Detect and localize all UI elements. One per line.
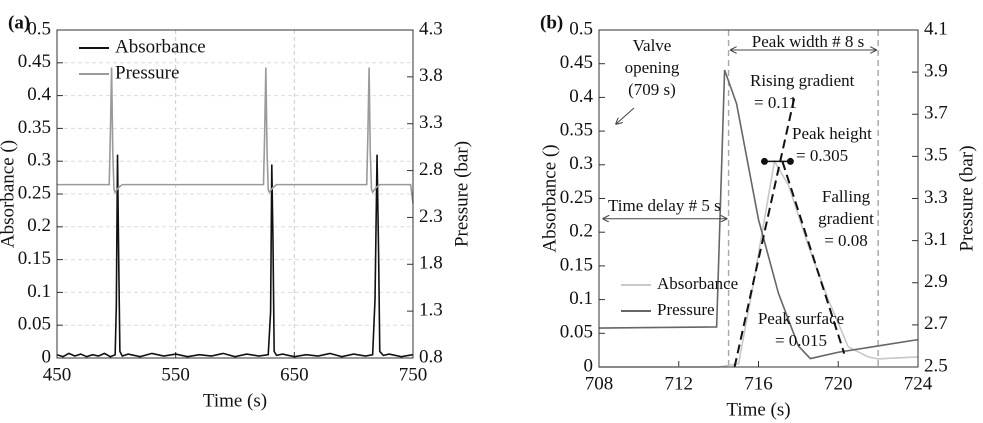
y-tick-label: 0.3 — [569, 153, 593, 174]
x-axis-label: Time (s) — [203, 390, 267, 411]
arrow — [616, 107, 635, 124]
annotation: Peak surface — [758, 309, 844, 328]
y-tick-label: 0.35 — [560, 119, 593, 140]
x-tick-label: 712 — [665, 373, 694, 394]
y2-tick-label: 2.7 — [924, 313, 948, 334]
y-tick-label: 0.05 — [18, 314, 51, 335]
x-tick-label: 450 — [43, 364, 72, 385]
y2-tick-label: 4.3 — [419, 18, 443, 39]
annotation: Time delay # 5 s — [608, 196, 721, 215]
annotation: = 0.305 — [796, 146, 848, 165]
y-tick-label: 0.5 — [569, 18, 593, 39]
y2-axis-label: Pressure (bar) — [451, 141, 472, 247]
annotation: Rising gradient — [750, 71, 855, 90]
panel-label: (a) — [8, 12, 30, 33]
x-tick-label: 550 — [161, 364, 190, 385]
y-tick-label: 0 — [584, 355, 594, 376]
y2-tick-label: 3.3 — [924, 187, 948, 208]
y-tick-label: 0.15 — [18, 248, 51, 269]
data-line — [57, 67, 414, 204]
y-tick-label: 0.35 — [18, 117, 51, 138]
y-tick-label: 0.2 — [27, 215, 51, 236]
plot-frame — [598, 29, 919, 368]
y-tick-label: 0.4 — [27, 84, 51, 105]
x-tick-label: 750 — [399, 364, 428, 385]
x-tick-label: 724 — [904, 373, 933, 394]
y-tick-label: 0 — [42, 346, 52, 367]
x-tick-label: 650 — [280, 364, 309, 385]
gradient-line — [781, 161, 846, 354]
x-tick-label: 708 — [585, 373, 614, 394]
gradient-line — [733, 97, 796, 368]
y-tick-label: 0.2 — [569, 221, 593, 242]
plot-frame — [56, 29, 414, 359]
y2-tick-label: 3.1 — [924, 229, 948, 250]
peak-dot — [786, 157, 794, 165]
legend-label: Pressure — [115, 62, 179, 83]
annotation: gradient — [818, 209, 874, 228]
y2-tick-label: 3.7 — [924, 103, 948, 124]
panel-label: (b) — [540, 12, 563, 33]
y2-tick-label: 3.3 — [419, 112, 443, 133]
y2-tick-label: 0.8 — [419, 346, 443, 367]
annotation: Falling — [822, 187, 871, 206]
y-tick-label: 0.15 — [560, 254, 593, 275]
y2-tick-label: 1.3 — [419, 300, 443, 321]
y-tick-label: 0.5 — [27, 18, 51, 39]
y-axis-label: Absorbance () — [0, 140, 18, 248]
y-tick-label: 0.45 — [18, 51, 51, 72]
annotation: Valve — [633, 36, 672, 55]
y-tick-label: 0.25 — [18, 182, 51, 203]
y2-tick-label: 3.9 — [924, 60, 948, 81]
y-tick-label: 0.4 — [569, 86, 593, 107]
y-axis-label: Absorbance () — [539, 144, 560, 252]
y-tick-label: 0.3 — [27, 150, 51, 171]
data-line — [599, 159, 919, 368]
annotation: = 0.08 — [824, 231, 868, 250]
x-tick-label: 716 — [744, 373, 773, 394]
x-tick-label: 720 — [824, 373, 853, 394]
y2-tick-label: 4.1 — [924, 18, 948, 39]
legend-label: Absorbance — [115, 36, 206, 57]
annotation: Peak width # 8 s — [752, 32, 864, 51]
y-tick-label: 0.1 — [27, 281, 51, 302]
y2-tick-label: 2.8 — [419, 159, 443, 180]
peak-dot — [760, 157, 768, 165]
y2-axis-label: Pressure (bar) — [956, 145, 977, 251]
y2-tick-label: 3.5 — [924, 145, 948, 166]
y-tick-label: 0.05 — [560, 322, 593, 343]
y2-tick-label: 3.8 — [419, 65, 443, 86]
x-axis-label: Time (s) — [726, 399, 790, 420]
y-tick-label: 0.1 — [569, 288, 593, 309]
legend-label: Absorbance — [657, 274, 738, 293]
annotation: = 0.015 — [775, 331, 827, 350]
annotation: (709 s) — [628, 80, 676, 99]
data-line — [56, 154, 414, 358]
annotation: = 0.11 — [754, 93, 797, 112]
annotation: opening — [625, 58, 680, 77]
annotation: Peak height — [792, 124, 872, 143]
legend-label: Pressure — [657, 300, 715, 319]
y2-tick-label: 1.8 — [419, 253, 443, 274]
y2-tick-label: 2.3 — [419, 206, 443, 227]
y2-tick-label: 2.5 — [924, 355, 948, 376]
y-tick-label: 0.45 — [560, 52, 593, 73]
y2-tick-label: 2.9 — [924, 271, 948, 292]
y-tick-label: 0.25 — [560, 187, 593, 208]
data-line — [598, 69, 919, 360]
